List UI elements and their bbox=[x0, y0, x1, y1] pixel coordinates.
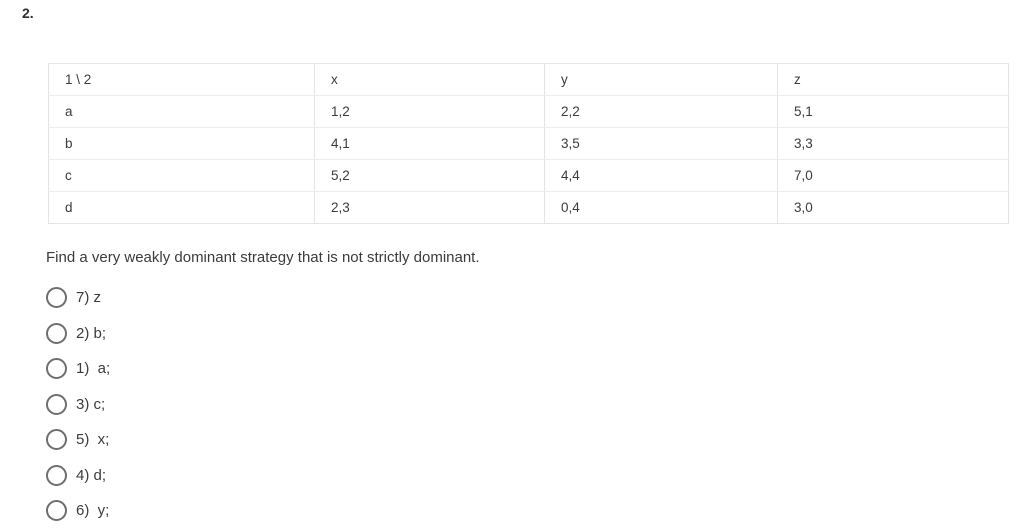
option-label[interactable]: 7) z bbox=[76, 289, 102, 307]
payoff-cell: 7,0 bbox=[777, 159, 1009, 192]
option-5-x[interactable]: 5) x; bbox=[46, 422, 110, 458]
payoff-cell: 5,2 bbox=[314, 159, 545, 192]
radio-button-icon[interactable] bbox=[46, 429, 67, 451]
option-3-c[interactable]: 3) c; bbox=[46, 387, 110, 423]
option-1-a[interactable]: 1) a; bbox=[46, 351, 110, 387]
table-row: b 4,1 3,5 3,3 bbox=[48, 127, 1009, 160]
payoff-cell: 2,3 bbox=[314, 191, 545, 224]
row-header-d: d bbox=[48, 191, 315, 224]
payoff-cell: 3,3 bbox=[777, 127, 1009, 160]
radio-button-icon[interactable] bbox=[46, 358, 67, 380]
payoff-matrix-table: 1 \ 2 x y z a 1,2 2,2 5,1 b 4,1 3,5 3,3 … bbox=[48, 63, 1009, 224]
table-corner-cell: 1 \ 2 bbox=[48, 63, 315, 96]
column-header-z: z bbox=[777, 63, 1009, 96]
radio-button-icon[interactable] bbox=[46, 464, 67, 486]
row-header-a: a bbox=[48, 95, 315, 128]
option-6-y[interactable]: 6) y; bbox=[46, 493, 110, 528]
payoff-cell: 3,5 bbox=[544, 127, 778, 160]
option-label[interactable]: 4) d; bbox=[76, 466, 107, 484]
column-header-y: y bbox=[544, 63, 778, 96]
table-row: a 1,2 2,2 5,1 bbox=[48, 95, 1009, 128]
payoff-cell: 2,2 bbox=[544, 95, 778, 128]
option-label[interactable]: 3) c; bbox=[76, 395, 106, 413]
payoff-cell: 4,4 bbox=[544, 159, 778, 192]
radio-button-icon[interactable] bbox=[46, 393, 67, 415]
option-2-b[interactable]: 2) b; bbox=[46, 316, 110, 352]
row-header-c: c bbox=[48, 159, 315, 192]
table-header-row: 1 \ 2 x y z bbox=[48, 63, 1009, 96]
row-header-b: b bbox=[48, 127, 315, 160]
payoff-cell: 0,4 bbox=[544, 191, 778, 224]
radio-button-icon[interactable] bbox=[46, 500, 67, 522]
option-label[interactable]: 1) a; bbox=[76, 360, 111, 378]
radio-button-icon[interactable] bbox=[46, 287, 67, 309]
option-label[interactable]: 6) y; bbox=[76, 502, 110, 520]
option-4-d[interactable]: 4) d; bbox=[46, 458, 110, 494]
payoff-cell: 1,2 bbox=[314, 95, 545, 128]
question-text: Find a very weakly dominant strategy tha… bbox=[46, 249, 480, 266]
option-label[interactable]: 5) x; bbox=[76, 431, 110, 449]
table-row: d 2,3 0,4 3,0 bbox=[48, 191, 1009, 224]
option-7-z[interactable]: 7) z bbox=[46, 280, 110, 316]
column-header-x: x bbox=[314, 63, 545, 96]
payoff-cell: 5,1 bbox=[777, 95, 1009, 128]
answer-options: 7) z 2) b; 1) a; 3) c; 5) x; 4) d; 6) y; bbox=[46, 280, 110, 528]
table-row: c 5,2 4,4 7,0 bbox=[48, 159, 1009, 192]
payoff-cell: 3,0 bbox=[777, 191, 1009, 224]
payoff-cell: 4,1 bbox=[314, 127, 545, 160]
radio-button-icon[interactable] bbox=[46, 322, 67, 344]
question-number: 2. bbox=[22, 5, 34, 21]
option-label[interactable]: 2) b; bbox=[76, 324, 107, 342]
